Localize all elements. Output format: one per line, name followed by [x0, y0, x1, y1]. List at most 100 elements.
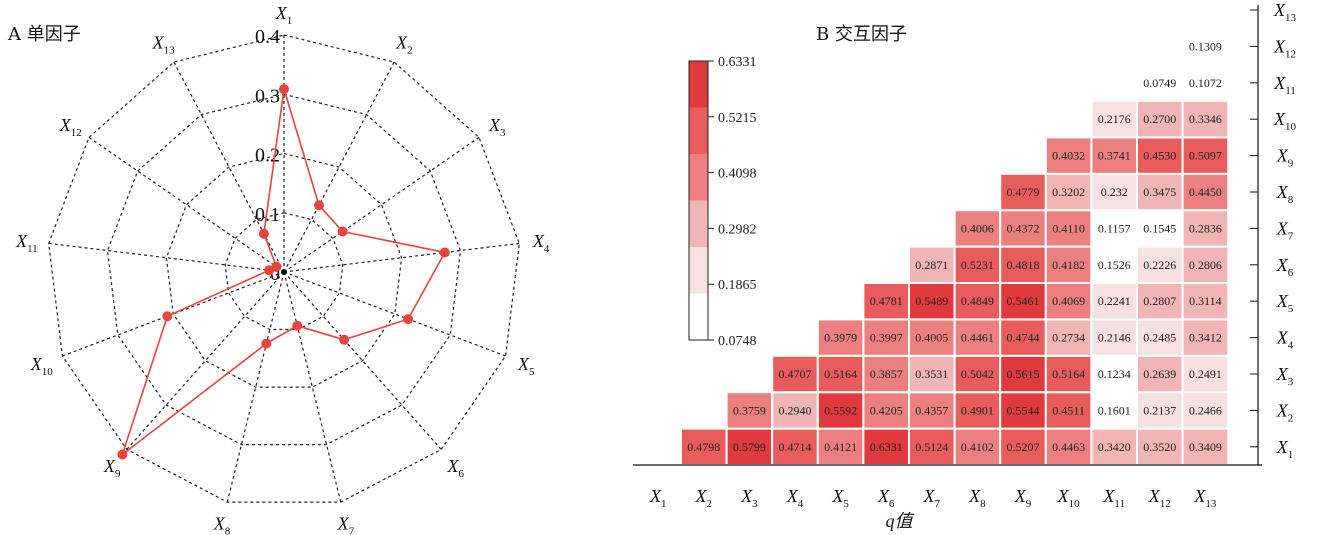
heatmap-cell-value: 0.5124: [915, 440, 948, 454]
heatmap-cell-value: 0.2485: [1143, 331, 1176, 345]
heatmap-cell: [816, 318, 865, 357]
heatmap-x-axis-title: q值: [886, 511, 916, 531]
heatmap-cell-value: 0.3997: [870, 331, 903, 345]
heatmap-cell-value: 0.5489: [915, 294, 948, 308]
heatmap-cell-value: 0.3475: [1143, 185, 1176, 199]
heatmap-cell-value: 0.4530: [1143, 149, 1176, 163]
heatmap-cell-value: 0.5461: [1007, 294, 1040, 308]
heatmap-cell-value: 0.2466: [1189, 403, 1222, 417]
heatmap-cell-value: 0.4032: [1052, 149, 1085, 163]
radar-point: [337, 226, 348, 237]
heatmap-cell: [1181, 63, 1230, 102]
heatmap-cell-value: 0.2226: [1143, 258, 1176, 272]
heatmap-cell-value: 0.4818: [1007, 258, 1040, 272]
heatmap-cell: [1181, 245, 1230, 285]
heatmap-x-tick-label: X10: [1057, 486, 1081, 510]
heatmap-cell-value: 0.4110: [1052, 221, 1085, 235]
heatmap-cell-value: 0.4006: [961, 221, 994, 235]
heatmap-y-tick-label: X9: [1276, 146, 1294, 170]
heatmap-cell-value: 0.3409: [1189, 440, 1222, 454]
colorbar-segment: [689, 293, 708, 340]
radar-tick-label: 0.4: [255, 26, 280, 48]
radar-axis-label: X12: [59, 115, 82, 139]
heatmap-cell-value: 0.3979: [824, 331, 857, 345]
heatmap-cell-value: 0.5231: [961, 258, 994, 272]
heatmap-cell: [1136, 136, 1184, 175]
heatmap-x-tick-label: X9: [1014, 486, 1032, 510]
heatmap-cell-value: 0.4357: [915, 403, 948, 417]
radar-point: [339, 334, 350, 345]
radar-axis-label: X8: [213, 514, 231, 535]
heatmap-cell-value: 0.2806: [1189, 258, 1222, 272]
heatmap-cell-value: 0.2241: [1098, 294, 1131, 308]
colorbar-segment: [689, 61, 708, 108]
heatmap-cell: [1181, 391, 1230, 430]
heatmap-cell-value: 0.5097: [1189, 149, 1222, 163]
colorbar-tick-label: 0.2982: [718, 222, 757, 237]
heatmap-cell: [908, 318, 956, 357]
heatmap-cell: [1136, 282, 1184, 321]
radar-point: [162, 311, 173, 322]
heatmap-cell-value: 0.5164: [824, 367, 857, 381]
radar-axis-label: X10: [30, 354, 54, 378]
heatmap-cell-value: 0.4707: [779, 367, 812, 381]
panel-b-label: B 交互因子: [816, 24, 907, 45]
heatmap-cell-value: 0.3420: [1098, 440, 1131, 454]
heatmap-y-tick-label: X10: [1273, 109, 1297, 133]
heatmap-cell-value: 0.3857: [870, 367, 903, 381]
heatmap-cell-value: 0.3741: [1098, 149, 1131, 163]
heatmap-cell: [999, 282, 1047, 321]
heatmap-cell: [999, 209, 1047, 248]
heatmap-cell-value: 0.4744: [1007, 331, 1040, 345]
radar-axis-label: X7: [337, 514, 355, 535]
heatmap-cell-value: 0.3412: [1189, 331, 1222, 345]
heatmap-cell: [1181, 354, 1230, 394]
radar-axis-label: X1: [275, 3, 293, 27]
heatmap-cell-value: 0.1309: [1189, 39, 1222, 53]
heatmap-y-tick-label: X5: [1276, 291, 1294, 315]
heatmap-cell-value: 0.2491: [1189, 367, 1222, 381]
heatmap-cell-value: 0.5799: [733, 440, 766, 454]
radar-point: [261, 338, 272, 349]
heatmap-cell: [771, 354, 819, 394]
heatmap-cell-value: 0.5207: [1007, 440, 1040, 454]
colorbar-segment: [689, 154, 708, 201]
heatmap-cell-value: 0.3346: [1189, 112, 1222, 126]
heatmap-cell-value: 0.5544: [1007, 403, 1040, 417]
heatmap-x-tick-label: X8: [968, 486, 986, 510]
heatmap-cell-value: 0.2146: [1098, 331, 1131, 345]
heatmap-cell-value: 0.3202: [1052, 185, 1085, 199]
heatmap-cell-value: 0.3531: [915, 367, 948, 381]
heatmap-cell-value: 0.6331: [870, 440, 903, 454]
heatmap-cell: [1090, 391, 1139, 430]
heatmap-cell-value: 0.4450: [1189, 185, 1222, 199]
heatmap-cell: [1090, 427, 1139, 467]
heatmap-cell: [1181, 136, 1230, 175]
radar-tick-label: 0: [270, 263, 280, 285]
heatmap-cell-value: 0.2176: [1098, 112, 1131, 126]
heatmap-y-tick-label: X12: [1273, 36, 1296, 60]
colorbar-tick-label: 0.1865: [718, 278, 757, 293]
heatmap-cell: [999, 318, 1047, 357]
heatmap-cell: [999, 172, 1047, 212]
heatmap-cell: [1044, 136, 1093, 175]
heatmap-cell: [908, 282, 956, 321]
radar-tick-label: 0.1: [255, 204, 280, 226]
colorbar-segment: [689, 107, 708, 154]
colorbar-segment: [689, 247, 708, 294]
heatmap-cell-value: 0.232: [1101, 185, 1128, 199]
colorbar-frame: [688, 60, 709, 341]
heatmap-cell-value: 0.4102: [961, 440, 994, 454]
heatmap-cell: [999, 354, 1047, 394]
heatmap-cell: [862, 318, 911, 357]
heatmap-y-tick-label: X2: [1276, 400, 1294, 424]
heatmap-cell-value: 0.5615: [1007, 367, 1040, 381]
heatmap-cell-value: 0.1545: [1143, 221, 1176, 235]
radar-axis-label: X13: [152, 33, 176, 57]
heatmap-cell-value: 0.2836: [1189, 221, 1222, 235]
radar-spoke: [283, 271, 506, 357]
colorbar-segment: [689, 200, 708, 247]
heatmap-y-tick-label: X7: [1276, 218, 1294, 242]
heatmap-cell-value: 0.4121: [824, 440, 857, 454]
